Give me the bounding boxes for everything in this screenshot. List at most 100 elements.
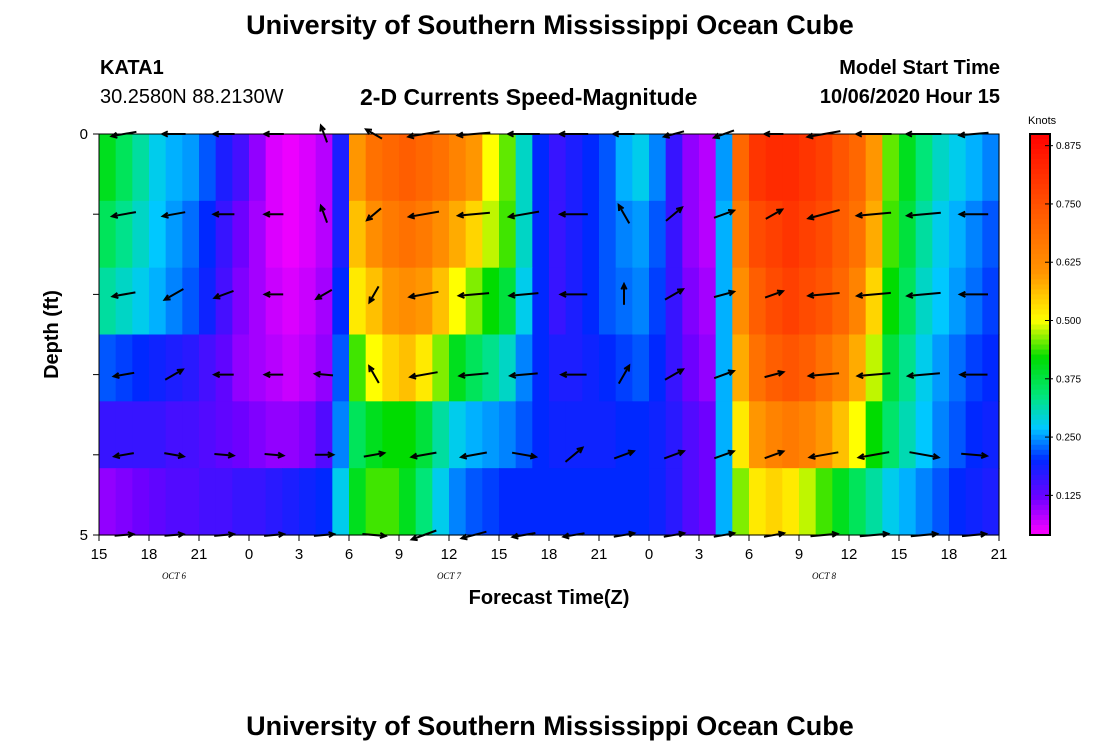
colorbar-segment	[1030, 169, 1050, 175]
heatmap-cell	[899, 267, 917, 336]
heatmap-cell	[415, 134, 433, 202]
x-tick-label: 21	[591, 546, 608, 563]
heatmap-cell	[115, 468, 133, 536]
colorbar-segment	[1030, 414, 1050, 421]
current-vector	[109, 211, 137, 219]
heatmap-cell	[882, 401, 900, 469]
heatmap-cell	[782, 334, 800, 402]
heatmap-cell	[149, 267, 167, 336]
colorbar-segment	[1030, 454, 1050, 461]
heatmap-cell	[515, 334, 533, 402]
colorbar-segment	[1030, 179, 1050, 185]
colorbar-segment	[1030, 459, 1050, 466]
heatmap-cell	[415, 267, 433, 336]
heatmap-cell	[399, 134, 417, 202]
current-vector	[363, 450, 387, 458]
colorbar-segment	[1030, 269, 1050, 275]
heatmap-cell	[665, 134, 683, 202]
current-vector	[368, 285, 380, 305]
colorbar-segment	[1030, 239, 1050, 245]
colorbar-segment	[1030, 209, 1050, 215]
current-vector	[764, 449, 786, 460]
current-vector	[961, 451, 990, 459]
current-vector	[365, 207, 382, 222]
heatmap-cell	[132, 468, 150, 536]
heatmap-cell	[182, 267, 200, 336]
colorbar-segment	[1030, 264, 1050, 270]
heatmap-cell	[282, 334, 300, 402]
heatmap-cell	[449, 468, 467, 536]
heatmap-cell	[249, 200, 267, 269]
heatmap-cell	[499, 134, 517, 202]
current-vector	[806, 291, 840, 299]
heatmap-cell	[615, 134, 633, 202]
heatmap-cell	[865, 401, 883, 469]
heatmap-cell	[832, 267, 850, 336]
current-vector	[262, 210, 284, 218]
heatmap-cell	[182, 200, 200, 269]
heatmap-cell	[915, 134, 933, 202]
colorbar-segment	[1030, 349, 1050, 356]
heatmap-cell	[282, 200, 300, 269]
heatmap-cell	[515, 468, 533, 536]
heatmap-cell	[315, 134, 333, 202]
current-vector	[855, 372, 891, 380]
heatmap-cell	[399, 200, 417, 269]
heatmap-cell	[482, 468, 500, 536]
colorbar-segment	[1030, 529, 1050, 536]
heatmap-cell	[749, 468, 767, 536]
heatmap-cell	[232, 267, 250, 336]
heatmap-cell	[549, 468, 567, 536]
heatmap-cell	[532, 200, 550, 269]
heatmap-cell	[749, 267, 767, 336]
colorbar-segment	[1030, 469, 1050, 476]
colorbar-segment	[1030, 354, 1050, 361]
heatmap-cell	[449, 134, 467, 202]
heatmap-cell	[282, 468, 300, 536]
current-vector	[665, 206, 684, 222]
heatmap-cell	[432, 267, 450, 336]
heatmap-cell	[849, 267, 867, 336]
heatmap-cell	[382, 468, 400, 536]
heatmap-cell	[982, 200, 1000, 269]
heatmap-cell	[849, 200, 867, 269]
heatmap-cell	[965, 334, 983, 402]
heatmap-cell	[599, 334, 617, 402]
current-vector	[508, 371, 538, 379]
x-tick-label: 21	[191, 546, 208, 563]
heatmap-cell	[265, 334, 283, 402]
heatmap-cell	[732, 134, 750, 202]
colorbar-segment	[1030, 489, 1050, 496]
colorbar-segment	[1030, 444, 1050, 451]
colorbar-segment	[1030, 134, 1050, 140]
heatmap-cell	[982, 134, 1000, 202]
heatmap-cell	[882, 468, 900, 536]
current-vector	[806, 209, 840, 221]
heatmap-cell	[565, 468, 583, 536]
current-vector	[856, 451, 890, 461]
heatmap-cell	[682, 134, 700, 202]
current-vector	[314, 451, 336, 459]
current-vector	[111, 452, 134, 460]
heatmap-cell	[299, 468, 317, 536]
colorbar-segment	[1030, 174, 1050, 180]
date-label: OCT 6	[162, 571, 187, 581]
model-start-time: 10/06/2020 Hour 15	[819, 86, 1000, 108]
heatmap-cell	[815, 468, 833, 536]
colorbar-segment	[1030, 344, 1050, 351]
station-coordinates: 30.2580N 88.2130W	[100, 86, 284, 108]
heatmap-cell	[815, 200, 833, 269]
heatmap-cell	[99, 267, 117, 336]
heatmap-cell	[665, 401, 683, 469]
heatmap-cell	[732, 334, 750, 402]
heatmap-cell	[632, 134, 650, 202]
heatmap-cell	[465, 200, 483, 269]
current-vector	[765, 208, 785, 220]
current-vector	[806, 372, 840, 380]
colorbar-segment	[1030, 394, 1050, 401]
current-vector	[564, 446, 585, 463]
colorbar-segment	[1030, 199, 1050, 205]
current-vector	[713, 449, 736, 460]
current-vector	[164, 452, 186, 460]
heatmap-cell	[482, 200, 500, 269]
